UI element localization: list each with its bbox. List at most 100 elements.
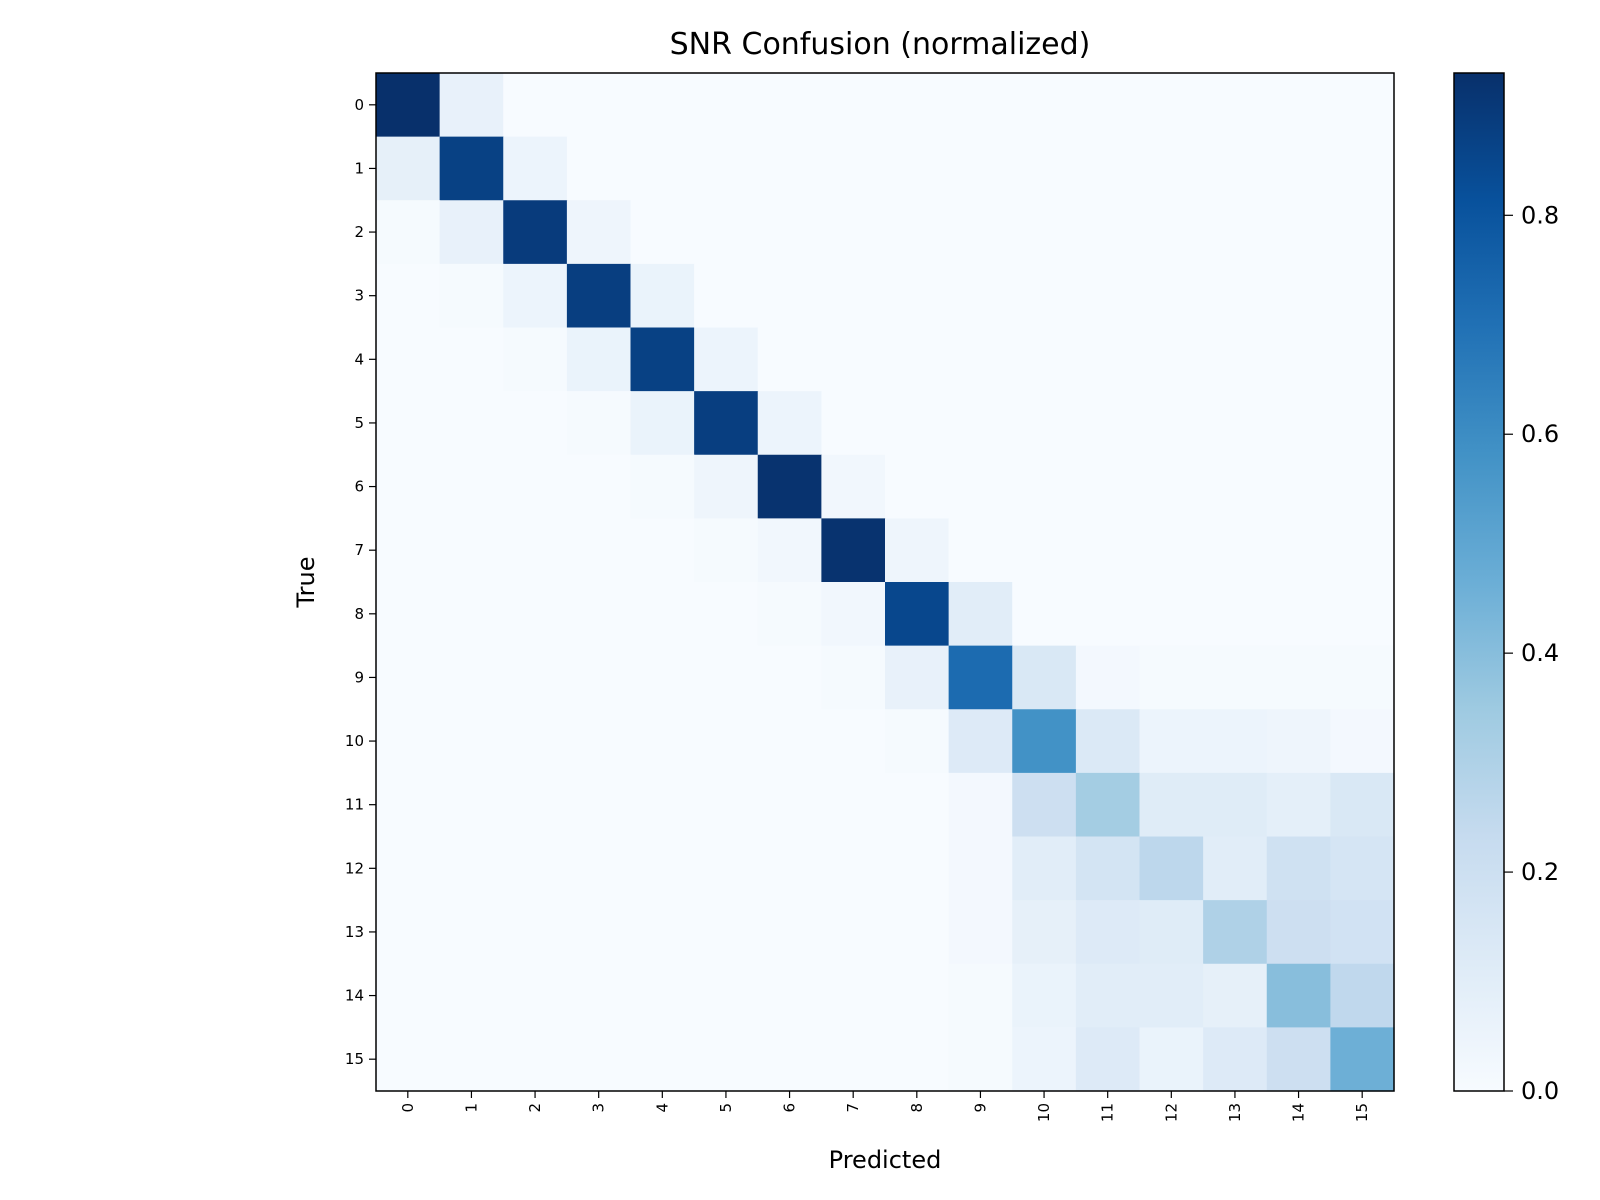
heatmap-cell — [1012, 263, 1077, 329]
y-tick-label: 8 — [354, 605, 364, 623]
heatmap-cell — [1139, 263, 1204, 329]
heatmap-cell — [1330, 518, 1395, 583]
heatmap-cell — [1139, 645, 1204, 710]
heatmap-cell — [694, 391, 759, 456]
heatmap-cell — [1075, 645, 1141, 710]
heatmap-cell — [1075, 709, 1141, 774]
heatmap-cell — [1139, 900, 1204, 965]
y-tick-label: 14 — [345, 987, 364, 1005]
heatmap-cell — [757, 582, 822, 647]
heatmap-cell — [630, 1027, 695, 1092]
heatmap-cell — [821, 772, 886, 838]
heatmap-cell — [439, 136, 504, 201]
heatmap-cell — [1203, 518, 1268, 583]
heatmap-cell — [1139, 1027, 1204, 1092]
heatmap-cell — [376, 518, 441, 583]
heatmap-cell — [1330, 263, 1395, 329]
heatmap-cell — [821, 136, 886, 201]
heatmap-cell — [376, 136, 441, 201]
heatmap-cell — [1203, 900, 1268, 965]
x-tick-label: 13 — [1226, 1103, 1244, 1122]
heatmap-cell — [439, 200, 504, 265]
x-tick-label: 10 — [1035, 1103, 1053, 1122]
heatmap-cell — [503, 645, 568, 710]
heatmap-cell — [757, 1027, 822, 1092]
heatmap-cell — [1075, 136, 1141, 201]
heatmap-cell — [376, 645, 441, 710]
heatmap-cell — [566, 327, 632, 392]
heatmap-cell — [757, 263, 822, 329]
heatmap-cell — [630, 772, 695, 838]
heatmap-cell — [1330, 327, 1395, 392]
heatmap-cell — [821, 963, 886, 1028]
heatmap-cell — [1139, 582, 1204, 647]
heatmap-cell — [885, 263, 950, 329]
heatmap-cell — [1075, 200, 1141, 265]
heatmap-cell — [1012, 518, 1077, 583]
heatmap-cell — [376, 200, 441, 265]
colorbar-tick-label: 0.8 — [1521, 201, 1559, 229]
x-tick-label: 2 — [526, 1103, 544, 1113]
heatmap-cell — [694, 263, 759, 329]
heatmap-cell — [757, 327, 822, 392]
heatmap-cell — [821, 73, 886, 138]
heatmap-cell — [1075, 327, 1141, 392]
heatmap-cell — [1012, 963, 1077, 1028]
heatmap-cell — [1266, 772, 1331, 838]
heatmap-cell — [1075, 582, 1141, 647]
heatmap-cell — [948, 582, 1013, 647]
heatmap-cell — [1330, 836, 1395, 901]
heatmap-cell — [1075, 772, 1141, 838]
heatmap-cell — [503, 327, 568, 392]
heatmap-cell — [1139, 391, 1204, 456]
heatmap-cell — [439, 327, 504, 392]
heatmap-cell — [821, 327, 886, 392]
heatmap-cell — [503, 518, 568, 583]
heatmap-cell — [885, 1027, 950, 1092]
heatmap-cell — [694, 582, 759, 647]
heatmap-cell — [821, 200, 886, 265]
y-tick-label: 10 — [345, 732, 364, 750]
heatmap-cell — [1203, 263, 1268, 329]
heatmap-cell — [948, 1027, 1013, 1092]
heatmap-cell — [694, 709, 759, 774]
heatmap-cell — [1139, 454, 1204, 519]
heatmap-cell — [757, 963, 822, 1028]
heatmap-cell — [1203, 454, 1268, 519]
heatmap-cell — [1075, 73, 1141, 138]
heatmap-cell — [376, 327, 441, 392]
heatmap-cell — [503, 200, 568, 265]
y-tick-label: 7 — [354, 541, 364, 559]
heatmap-cell — [503, 900, 568, 965]
heatmap-cell — [694, 518, 759, 583]
x-tick-label: 12 — [1162, 1103, 1180, 1122]
heatmap-cell — [566, 709, 632, 774]
heatmap-cell — [1266, 327, 1331, 392]
heatmap-cell — [1075, 836, 1141, 901]
heatmap-cell — [1330, 136, 1395, 201]
heatmap-cell — [1012, 391, 1077, 456]
heatmap-cell — [376, 709, 441, 774]
colorbar-ticks: 0.0 0.2 0.4 0.6 0.8 — [1504, 201, 1559, 1105]
heatmap-cell — [566, 836, 632, 901]
x-tick-label: 9 — [971, 1103, 989, 1113]
heatmap-cell — [1139, 772, 1204, 838]
heatmap-cell — [757, 200, 822, 265]
heatmap-cell — [757, 900, 822, 965]
heatmap-cell — [439, 518, 504, 583]
heatmap-cell — [1266, 963, 1331, 1028]
heatmap-cell — [821, 454, 886, 519]
heatmap-cell — [1330, 772, 1395, 838]
x-tick-label: 8 — [908, 1103, 926, 1113]
heatmap-cell — [821, 645, 886, 710]
heatmap-cell — [1203, 772, 1268, 838]
heatmap-cell — [439, 454, 504, 519]
heatmap-cell — [630, 645, 695, 710]
heatmap-cell — [1266, 391, 1331, 456]
heatmap-cell — [948, 391, 1013, 456]
x-axis-ticks: 0 1 2 3 4 5 6 7 8 9 10 11 12 13 14 15 — [399, 1091, 1371, 1122]
heatmap-cell — [1075, 391, 1141, 456]
heatmap-cell — [948, 263, 1013, 329]
x-tick-label: 11 — [1099, 1103, 1117, 1122]
heatmap-cell — [757, 518, 822, 583]
